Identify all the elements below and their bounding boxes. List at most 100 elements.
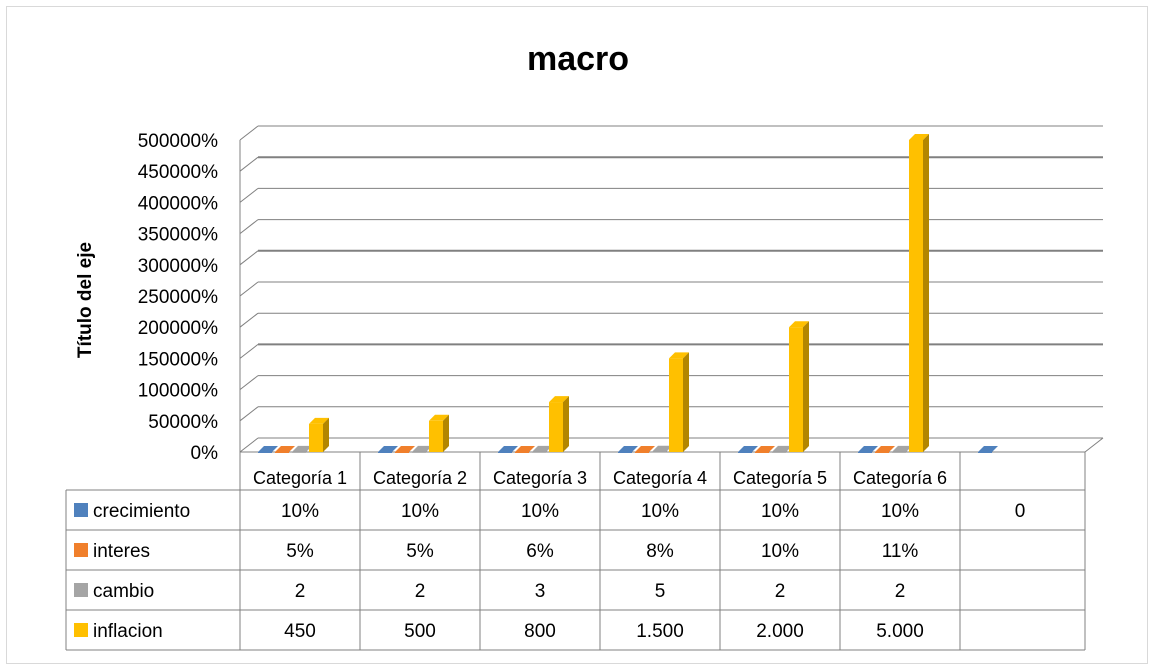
y-tick-label: 500000% [138,131,218,152]
bar-crecimiento [858,445,878,453]
table-cell: 5 [655,581,666,602]
bar-side [872,445,878,452]
bar-side [683,352,689,452]
table-cell: 450 [284,621,316,642]
bar-side [409,445,415,452]
table-cell: 11% [882,541,919,562]
bar-top [858,445,878,452]
bar-front [978,452,992,453]
bar-top [429,414,449,421]
category-label: Categoría 6 [853,468,947,488]
table-cell: 10% [281,501,319,522]
y-tick-label: 250000% [138,287,218,308]
bar-front [618,451,632,453]
table-cell: 2 [295,581,306,602]
bar-front [515,451,529,453]
category-label: Categoría 2 [373,468,467,488]
bar-interes [755,445,775,453]
bar-front [532,451,546,453]
floor-edge [1084,437,1104,453]
bar-front [892,451,906,453]
bar-front [755,451,769,453]
gridline-depth [239,437,259,453]
bar-crecimiento [618,445,638,453]
bar-interes [275,445,295,453]
bar-side [923,134,929,452]
bar-front [652,451,666,453]
table-cell: 10% [521,501,559,522]
gridline-depth [239,344,259,359]
gridline-depth [239,250,259,266]
bar-top [292,445,312,452]
chart-title: macro [527,40,629,78]
bar-side [769,445,775,452]
table-cell: 2 [775,581,786,602]
bar-front [309,423,323,452]
bar-crecimiento [378,445,398,453]
bar-top [515,445,535,452]
bar-top [309,417,329,424]
bar-inflacion [309,417,329,452]
bar-inflacion [429,414,449,452]
bar-front [258,451,272,453]
gridline-depth [239,219,259,234]
bar-top [258,445,278,452]
bar-inflacion [909,134,929,452]
bar-front [429,420,443,452]
bar-top [978,446,998,452]
bar-inflacion [789,321,809,452]
table-cell: 10% [401,501,439,522]
gridline-depth [239,281,259,297]
bar-top [532,445,552,452]
bar-top [892,445,912,452]
bar-side [272,445,278,452]
y-tick-label: 350000% [138,225,218,246]
bar-top [909,134,929,140]
legend-swatch-interes [74,543,88,557]
bar-top [875,445,895,452]
y-tick-label: 200000% [138,318,218,339]
bar-side [443,414,449,452]
bar-interes [515,445,535,453]
bar-top [789,321,809,328]
y-axis-title: Título del eje [75,242,96,358]
table-cell: 10% [641,501,679,522]
bar-crecimiento [258,445,278,453]
data-table: Categoría 1 Categoría 2 Categoría 3 Categor… [65,452,1086,651]
bar-side [649,445,655,452]
bar-top [772,445,792,452]
table-cell: 2 [415,581,426,602]
bar-front [738,451,752,453]
gridline-depth [239,125,259,141]
bar-front [669,358,683,452]
category-label: Categoría 1 [253,468,347,488]
gridline-depth [239,156,259,172]
bar-top [669,352,689,359]
table-cell: 3 [535,581,546,602]
bar-crecimiento [498,445,518,453]
plot-area: 0% 50000% 100000% 150000% 200000% 250000% 3000… [138,125,1104,464]
table-cell: 800 [524,621,556,642]
bar-top [618,445,638,452]
table-cell: 8% [646,541,674,562]
table-cell: 5% [286,541,314,562]
bar-front [875,451,889,453]
bar-top [652,445,672,452]
bar-side [889,445,895,452]
bar-front [789,327,803,452]
bar-side [289,445,295,452]
bar-front [549,402,563,452]
table-cell: 500 [404,621,436,642]
bar-front [412,451,426,453]
bar-front [909,140,923,452]
gridline-depth [239,188,259,203]
bar-front [635,451,649,453]
bar-top [412,445,432,452]
bar-side [632,445,638,452]
legend-swatch-cambio [74,583,88,597]
legend-label: cambio [93,581,154,602]
legend-swatch-crecimiento [74,503,88,517]
bar-front [292,451,306,453]
bar-top [549,396,569,403]
y-tick-label: 50000% [148,412,218,433]
